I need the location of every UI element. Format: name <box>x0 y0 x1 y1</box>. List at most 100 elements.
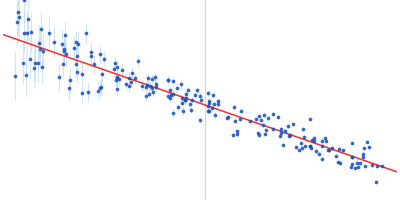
Point <box>145 76 152 79</box>
Point <box>230 133 237 136</box>
Point <box>348 155 355 159</box>
Point <box>258 119 264 122</box>
Point <box>16 16 22 19</box>
Point <box>281 129 288 132</box>
Point <box>360 153 366 156</box>
Point <box>61 49 67 52</box>
Point <box>60 62 66 65</box>
Point <box>73 62 79 66</box>
Point <box>300 127 306 130</box>
Point <box>27 57 33 60</box>
Point <box>252 117 259 120</box>
Point <box>74 55 80 58</box>
Point <box>280 143 286 146</box>
Point <box>78 73 85 76</box>
Point <box>38 65 45 68</box>
Point <box>215 100 222 103</box>
Point <box>204 91 211 94</box>
Point <box>139 84 145 87</box>
Point <box>198 98 204 102</box>
Point <box>28 31 34 34</box>
Point <box>286 133 293 137</box>
Point <box>256 133 262 136</box>
Point <box>143 94 149 98</box>
Point <box>193 89 200 92</box>
Point <box>340 149 347 152</box>
Point <box>178 82 184 85</box>
Point <box>74 42 81 45</box>
Point <box>152 75 158 79</box>
Point <box>301 145 308 148</box>
Point <box>307 145 313 148</box>
Point <box>51 41 58 44</box>
Point <box>46 31 52 34</box>
Point <box>286 134 292 137</box>
Point <box>300 135 307 139</box>
Point <box>123 83 129 86</box>
Point <box>113 78 120 81</box>
Point <box>167 88 174 92</box>
Point <box>114 77 120 80</box>
Point <box>356 162 363 165</box>
Point <box>85 91 91 94</box>
Point <box>153 82 160 85</box>
Point <box>237 109 244 112</box>
Point <box>15 10 21 13</box>
Point <box>186 103 193 106</box>
Point <box>179 97 186 100</box>
Point <box>329 146 336 149</box>
Point <box>246 120 253 123</box>
Point <box>114 75 120 78</box>
Point <box>23 74 29 77</box>
Point <box>311 140 317 143</box>
Point <box>66 87 72 90</box>
Point <box>263 128 270 131</box>
Point <box>299 146 305 150</box>
Point <box>326 149 332 152</box>
Point <box>332 154 339 157</box>
Point <box>364 140 370 143</box>
Point <box>147 85 154 88</box>
Point <box>278 127 284 130</box>
Point <box>188 99 195 102</box>
Point <box>274 115 281 118</box>
Point <box>174 86 180 90</box>
Point <box>182 98 188 101</box>
Point <box>61 48 67 51</box>
Point <box>318 139 325 143</box>
Point <box>285 125 291 128</box>
Point <box>360 155 366 158</box>
Point <box>114 87 120 90</box>
Point <box>118 68 125 72</box>
Point <box>129 71 136 74</box>
Point <box>369 163 376 166</box>
Point <box>79 92 85 95</box>
Point <box>24 31 30 34</box>
Point <box>197 118 204 121</box>
Point <box>99 72 105 76</box>
Point <box>73 41 79 44</box>
Point <box>35 62 42 65</box>
Point <box>355 165 361 168</box>
Point <box>188 108 194 111</box>
Point <box>352 166 358 169</box>
Point <box>40 50 46 53</box>
Point <box>37 48 44 51</box>
Point <box>20 31 27 34</box>
Point <box>224 115 231 118</box>
Point <box>31 66 38 69</box>
Point <box>88 54 94 58</box>
Point <box>112 62 119 65</box>
Point <box>212 114 218 117</box>
Point <box>101 58 108 61</box>
Point <box>311 136 317 140</box>
Point <box>25 18 31 21</box>
Point <box>264 117 271 120</box>
Point <box>205 109 212 113</box>
Point <box>165 79 172 82</box>
Point <box>232 119 239 122</box>
Point <box>185 88 191 91</box>
Point <box>325 148 331 151</box>
Point <box>197 94 203 97</box>
Point <box>144 83 150 86</box>
